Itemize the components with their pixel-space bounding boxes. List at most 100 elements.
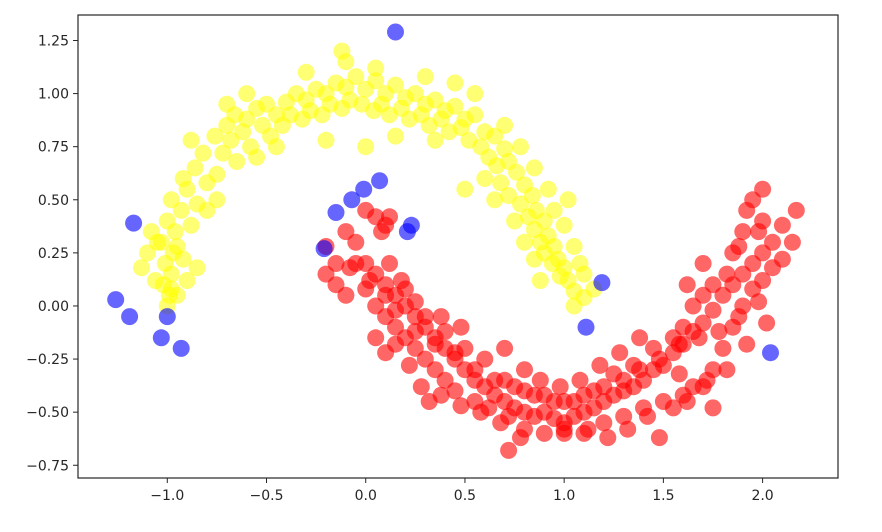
data-point bbox=[512, 138, 529, 156]
data-point bbox=[670, 335, 688, 353]
data-point bbox=[148, 233, 166, 251]
data-point bbox=[787, 201, 805, 219]
data-point bbox=[381, 208, 398, 226]
data-point bbox=[492, 414, 510, 432]
data-point bbox=[631, 361, 649, 379]
x-axis: −1.0 −0.5 0.0 0.5 1.0 1.5 2.0 bbox=[150, 478, 774, 504]
data-point bbox=[400, 356, 418, 374]
data-point bbox=[750, 293, 768, 311]
data-point bbox=[670, 365, 688, 383]
data-point bbox=[107, 291, 125, 309]
data-point bbox=[571, 371, 589, 389]
data-point bbox=[406, 339, 424, 357]
data-point bbox=[508, 163, 525, 181]
data-point bbox=[373, 223, 391, 241]
data-point bbox=[476, 350, 494, 368]
data-point bbox=[738, 335, 756, 353]
data-point bbox=[718, 265, 736, 283]
x-tick-label: 1.0 bbox=[553, 488, 575, 504]
data-point bbox=[347, 233, 365, 251]
data-point bbox=[387, 76, 404, 94]
data-point bbox=[381, 255, 398, 272]
data-point bbox=[214, 144, 232, 162]
y-tick-label: 0.25 bbox=[38, 246, 69, 262]
data-point bbox=[684, 297, 702, 315]
data-point bbox=[519, 208, 537, 226]
data-point bbox=[730, 308, 748, 326]
x-tick-label: 2.0 bbox=[751, 488, 773, 504]
data-point bbox=[297, 63, 315, 81]
data-point bbox=[337, 223, 355, 241]
data-point bbox=[371, 172, 389, 190]
data-point bbox=[551, 378, 569, 396]
data-point bbox=[555, 216, 573, 234]
data-point bbox=[579, 420, 597, 438]
data-point bbox=[357, 138, 375, 156]
data-point bbox=[512, 429, 529, 447]
y-tick-label: 0.00 bbox=[38, 299, 69, 315]
y-tick-label: 0.50 bbox=[38, 193, 69, 209]
data-point bbox=[599, 429, 617, 447]
data-point bbox=[486, 191, 504, 209]
data-point bbox=[525, 250, 543, 268]
data-point bbox=[456, 180, 474, 198]
data-point bbox=[426, 335, 444, 353]
data-point bbox=[168, 238, 186, 255]
data-point bbox=[764, 233, 781, 251]
data-point bbox=[158, 308, 176, 326]
data-point bbox=[317, 265, 335, 283]
data-point bbox=[387, 23, 404, 41]
data-point bbox=[678, 393, 696, 410]
data-point bbox=[551, 267, 569, 285]
data-point bbox=[512, 195, 529, 213]
data-point bbox=[690, 329, 708, 347]
data-point bbox=[333, 42, 351, 60]
y-tick-label: 1.25 bbox=[38, 33, 69, 49]
data-point bbox=[565, 238, 583, 255]
data-point bbox=[337, 286, 355, 304]
data-point bbox=[238, 85, 256, 103]
data-point bbox=[555, 424, 573, 442]
data-point bbox=[595, 378, 613, 396]
data-point bbox=[762, 344, 779, 362]
data-point bbox=[121, 308, 139, 326]
y-axis: −0.75 −0.50 −0.25 0.00 0.25 0.50 0.75 1.00 1.25 bbox=[26, 33, 78, 474]
data-point bbox=[615, 407, 633, 425]
data-point bbox=[496, 116, 514, 134]
data-point bbox=[516, 233, 533, 251]
data-point bbox=[416, 308, 434, 326]
data-point bbox=[426, 131, 444, 149]
x-tick-label: −0.5 bbox=[250, 488, 284, 504]
data-point bbox=[387, 335, 404, 353]
y-tick-label: −0.25 bbox=[26, 352, 69, 368]
data-point bbox=[750, 223, 768, 241]
data-point bbox=[392, 272, 410, 289]
data-point bbox=[710, 323, 728, 340]
data-point bbox=[531, 371, 549, 389]
data-point bbox=[773, 250, 791, 268]
data-point bbox=[591, 356, 609, 374]
data-point bbox=[650, 429, 668, 447]
data-point bbox=[694, 286, 712, 304]
data-point bbox=[704, 399, 722, 417]
data-point bbox=[355, 180, 373, 198]
data-point bbox=[783, 233, 801, 251]
data-point bbox=[545, 201, 563, 219]
data-point bbox=[432, 308, 450, 326]
data-point bbox=[222, 131, 240, 149]
data-point bbox=[466, 85, 484, 103]
data-point bbox=[539, 180, 557, 198]
data-point bbox=[317, 131, 335, 149]
data-point bbox=[208, 165, 226, 183]
data-point bbox=[565, 297, 583, 315]
data-point bbox=[466, 106, 484, 124]
data-point bbox=[452, 119, 470, 137]
data-point bbox=[678, 276, 696, 294]
data-point bbox=[267, 138, 285, 156]
data-point bbox=[406, 323, 424, 340]
data-point bbox=[506, 212, 524, 230]
data-point bbox=[377, 286, 395, 304]
data-point bbox=[456, 339, 474, 357]
data-point bbox=[496, 339, 514, 357]
y-tick-label: −0.50 bbox=[26, 405, 69, 421]
